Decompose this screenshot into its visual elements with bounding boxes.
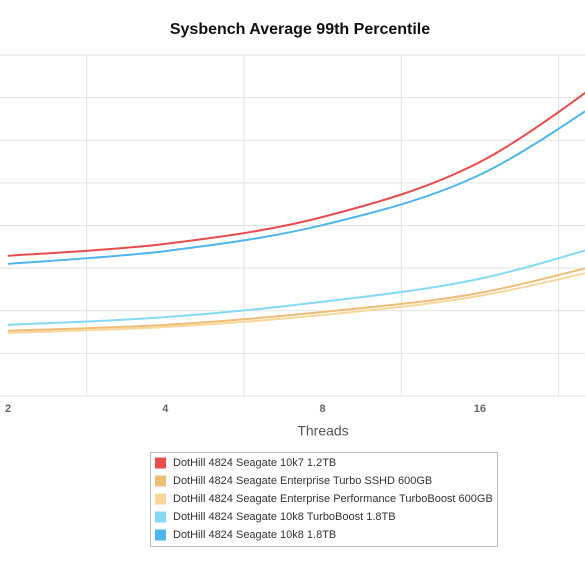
legend-label: DotHill 4824 Seagate Enterprise Performa… — [173, 493, 493, 505]
legend-label: DotHill 4824 Seagate 10k7 1.2TB — [173, 457, 336, 469]
legend-label: DotHill 4824 Seagate Enterprise Turbo SS… — [173, 475, 432, 487]
legend-swatch — [155, 475, 166, 487]
x-tick-label: 8 — [320, 403, 326, 415]
legend-swatch — [155, 493, 166, 505]
x-axis-label: Threads — [297, 423, 348, 439]
legend-swatch — [155, 457, 166, 469]
series-line — [7, 267, 585, 332]
legend-label: DotHill 4824 Seagate 10k8 TurboBoost 1.8… — [173, 511, 396, 523]
series-line — [7, 272, 585, 334]
legend-swatch — [155, 511, 166, 523]
legend-box — [150, 452, 498, 547]
chart-title: Sysbench Average 99th Percentile — [170, 21, 430, 38]
series-line — [7, 249, 585, 326]
legend-label: DotHill 4824 Seagate 10k8 1.8TB — [173, 529, 336, 541]
x-tick-label: 2 — [5, 403, 11, 415]
series-line — [7, 91, 585, 257]
x-tick-label: 16 — [474, 403, 486, 415]
x-tick-label: 4 — [162, 403, 169, 415]
legend-swatch — [155, 529, 166, 541]
series-line — [7, 110, 585, 265]
